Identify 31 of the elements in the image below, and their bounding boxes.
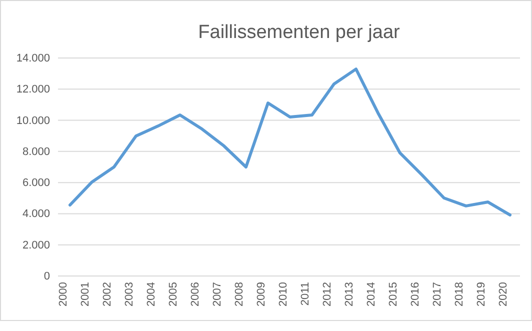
x-tick-label: 2006 (190, 282, 202, 306)
x-tick-label: 2009 (256, 282, 268, 306)
y-tick-label: 0 (44, 270, 50, 283)
y-tick-label: 10.000 (16, 114, 50, 127)
y-tick-label: 2.000 (22, 239, 50, 252)
x-tick-label: 2015 (388, 282, 400, 306)
y-tick-label: 12.000 (16, 84, 50, 96)
line-series (68, 68, 512, 216)
x-tick-label: 2003 (124, 282, 136, 306)
x-tick-label: 2004 (146, 282, 158, 306)
x-tick-label: 2020 (498, 282, 510, 306)
x-tick-label: 2010 (278, 282, 290, 306)
y-tick-label: 8.000 (22, 146, 50, 158)
x-tick-label: 2000 (58, 282, 70, 306)
x-tick-label: 2007 (212, 282, 224, 306)
x-tick-label: 2012 (322, 282, 334, 306)
x-tick-label: 2016 (410, 282, 422, 306)
chart-title: Faillissementen per jaar (198, 22, 401, 43)
x-tick-label: 2005 (168, 282, 180, 306)
x-tick-label: 2017 (432, 282, 444, 306)
y-tick-label: 6.000 (22, 177, 50, 190)
y-tick-label: 14.000 (16, 52, 50, 65)
x-tick-label: 2011 (300, 282, 312, 306)
x-tick-label: 2008 (234, 282, 246, 306)
x-tick-label: 2019 (476, 282, 488, 306)
x-tick-label: 2013 (344, 282, 356, 306)
x-tick-label: 2001 (80, 282, 92, 306)
x-tick-label: 2018 (454, 282, 466, 306)
x-tick-label: 2014 (366, 282, 378, 306)
x-tick-label: 2002 (102, 282, 114, 306)
y-tick-label: 4.000 (22, 208, 50, 220)
